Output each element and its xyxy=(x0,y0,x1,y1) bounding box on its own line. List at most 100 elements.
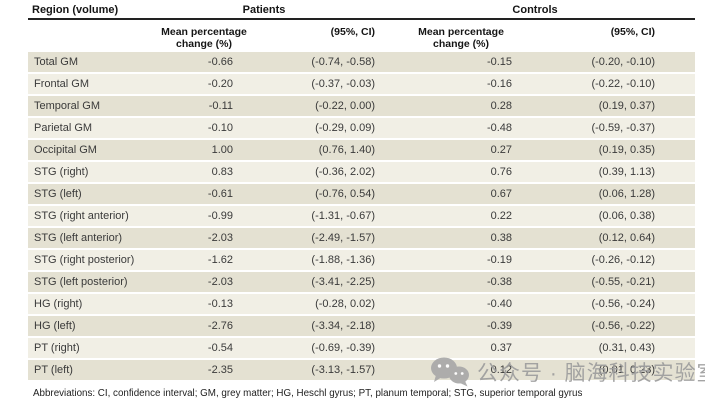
controls-mean-cell: 0.76 xyxy=(375,162,513,182)
patients-ci-cell: (-1.31, -0.67) xyxy=(233,206,376,226)
table-row: HG (left) -2.76 (-3.34, -2.18) -0.39 (-0… xyxy=(28,316,696,336)
patients-ci-cell: (-0.28, 0.02) xyxy=(233,294,376,314)
controls-mean-cell: 0.37 xyxy=(375,338,513,358)
controls-mean-cell: -0.40 xyxy=(375,294,513,314)
patients-mean-cell: -2.35 xyxy=(153,360,233,380)
controls-ci-cell: (-0.56, -0.22) xyxy=(512,316,696,336)
controls-ci-cell: (-0.59, -0.37) xyxy=(512,118,696,138)
patients-mean-cell: -2.76 xyxy=(153,316,233,336)
watermark-text: 公众号 · 脑海科技实验室 xyxy=(477,362,705,385)
region-cell: Frontal GM xyxy=(28,74,153,94)
table-body: Total GM -0.66 (-0.74, -0.58) -0.15 (-0.… xyxy=(28,52,696,380)
region-cell: HG (right) xyxy=(28,294,153,314)
controls-mean-cell: -0.39 xyxy=(375,316,513,336)
patients-ci-cell: (-0.36, 2.02) xyxy=(233,162,376,182)
patients-ci-cell: (-3.34, -2.18) xyxy=(233,316,376,336)
table-row: Total GM -0.66 (-0.74, -0.58) -0.15 (-0.… xyxy=(28,52,696,72)
region-cell: HG (left) xyxy=(28,316,153,336)
controls-group-header: Controls xyxy=(375,4,696,20)
table-row: STG (left posterior) -2.03 (-3.41, -2.25… xyxy=(28,272,696,292)
controls-ci-cell: (0.19, 0.37) xyxy=(512,96,696,116)
region-cell: STG (right) xyxy=(28,162,153,182)
controls-mean-cell: -0.19 xyxy=(375,250,513,270)
patients-ci-cell: (0.76, 1.40) xyxy=(233,140,376,160)
region-cell: STG (right anterior) xyxy=(28,206,153,226)
patients-mean-cell: -0.54 xyxy=(153,338,233,358)
patients-ci-cell: (-0.76, 0.54) xyxy=(233,184,376,204)
patients-ci-header: (95%, CI) xyxy=(330,26,376,38)
region-cell: PT (right) xyxy=(28,338,153,358)
patients-ci-cell: (-3.41, -2.25) xyxy=(233,272,376,292)
table-row: STG (right) 0.83 (-0.36, 2.02) 0.76 (0.3… xyxy=(28,162,696,182)
controls-mean-cell: 0.22 xyxy=(375,206,513,226)
controls-mean-header: Mean percentage change (%) xyxy=(418,26,504,50)
group-header-row: Region (volume) Patients Controls xyxy=(28,4,696,20)
controls-mean-cell: 0.28 xyxy=(375,96,513,116)
patients-mean-cell: -0.20 xyxy=(153,74,233,94)
sub-header-row: Mean percentage change (%) (95%, CI) Mea… xyxy=(28,22,695,50)
region-cell: Occipital GM xyxy=(28,140,153,160)
controls-ci-cell: (-0.26, -0.12) xyxy=(512,250,696,270)
controls-ci-cell: (-0.55, -0.21) xyxy=(512,272,696,292)
table-row: HG (right) -0.13 (-0.28, 0.02) -0.40 (-0… xyxy=(28,294,696,314)
controls-mean-cell: -0.38 xyxy=(375,272,513,292)
controls-ci-cell: (0.31, 0.43) xyxy=(512,338,696,358)
table-row: Occipital GM 1.00 (0.76, 1.40) 0.27 (0.1… xyxy=(28,140,696,160)
controls-mean-cell: -0.15 xyxy=(375,52,513,72)
table-row: STG (right anterior) -0.99 (-1.31, -0.67… xyxy=(28,206,696,226)
abbreviations-footnote: Abbreviations: CI, confidence interval; … xyxy=(33,388,583,399)
patients-mean-cell: -0.10 xyxy=(153,118,233,138)
patients-mean-cell: -0.13 xyxy=(153,294,233,314)
patients-mean-cell: -1.62 xyxy=(153,250,233,270)
controls-ci-cell: (-0.20, -0.10) xyxy=(512,52,696,72)
controls-ci-cell: (-0.56, -0.24) xyxy=(512,294,696,314)
controls-mean-cell: -0.16 xyxy=(375,74,513,94)
patients-ci-cell: (-0.37, -0.03) xyxy=(233,74,376,94)
patients-mean-cell: 1.00 xyxy=(153,140,233,160)
table-header: Region (volume) Patients Controls Mean p… xyxy=(28,4,696,50)
region-cell: Total GM xyxy=(28,52,153,72)
table-row: STG (left anterior) -2.03 (-2.49, -1.57)… xyxy=(28,228,696,248)
patients-mean-cell: -2.03 xyxy=(153,228,233,248)
patients-mean-cell: -0.99 xyxy=(153,206,233,226)
patients-mean-cell: -0.66 xyxy=(153,52,233,72)
controls-ci-header: (95%, CI) xyxy=(610,26,656,38)
controls-ci-cell: (0.19, 0.35) xyxy=(512,140,696,160)
controls-mean-cell: 0.38 xyxy=(375,228,513,248)
region-cell: STG (left posterior) xyxy=(28,272,153,292)
controls-ci-cell: (0.12, 0.64) xyxy=(512,228,696,248)
table-row: PT (right) -0.54 (-0.69, -0.39) 0.37 (0.… xyxy=(28,338,696,358)
watermark: 公众号 · 脑海科技实验室 xyxy=(430,355,705,389)
region-cell: STG (right posterior) xyxy=(28,250,153,270)
controls-mean-cell: 0.27 xyxy=(375,140,513,160)
patients-group-header: Patients xyxy=(153,4,376,20)
empty-header-cell xyxy=(28,22,153,50)
table-row: STG (left) -0.61 (-0.76, 0.54) 0.67 (0.0… xyxy=(28,184,696,204)
patients-mean-cell: -0.61 xyxy=(153,184,233,204)
region-cell: STG (left) xyxy=(28,184,153,204)
patients-ci-cell: (-0.22, 0.00) xyxy=(233,96,376,116)
patients-mean-header: Mean percentage change (%) xyxy=(161,26,247,50)
patients-mean-cell: -2.03 xyxy=(153,272,233,292)
controls-mean-cell: 0.67 xyxy=(375,184,513,204)
controls-ci-cell: (0.06, 1.28) xyxy=(512,184,696,204)
controls-ci-cell: (0.01, 0.23) xyxy=(512,360,696,380)
patients-ci-cell: (-2.49, -1.57) xyxy=(233,228,376,248)
patients-ci-cell: (-0.69, -0.39) xyxy=(233,338,376,358)
table-row: STG (right posterior) -1.62 (-1.88, -1.3… xyxy=(28,250,696,270)
patients-mean-cell: 0.83 xyxy=(153,162,233,182)
patients-mean-cell: -0.11 xyxy=(153,96,233,116)
wechat-icon xyxy=(430,356,470,388)
region-cell: PT (left) xyxy=(28,360,153,380)
table-row: Temporal GM -0.11 (-0.22, 0.00) 0.28 (0.… xyxy=(28,96,696,116)
table-row: Frontal GM -0.20 (-0.37, -0.03) -0.16 (-… xyxy=(28,74,696,94)
patients-ci-cell: (-0.29, 0.09) xyxy=(233,118,376,138)
table-row: Parietal GM -0.10 (-0.29, 0.09) -0.48 (-… xyxy=(28,118,696,138)
controls-mean-cell: -0.48 xyxy=(375,118,513,138)
region-cell: Parietal GM xyxy=(28,118,153,138)
table-row: PT (left) -2.35 (-3.13, -1.57) 0.12 (0.0… xyxy=(28,360,696,380)
region-cell: Temporal GM xyxy=(28,96,153,116)
controls-ci-cell: (-0.22, -0.10) xyxy=(512,74,696,94)
controls-ci-cell: (0.06, 0.38) xyxy=(512,206,696,226)
